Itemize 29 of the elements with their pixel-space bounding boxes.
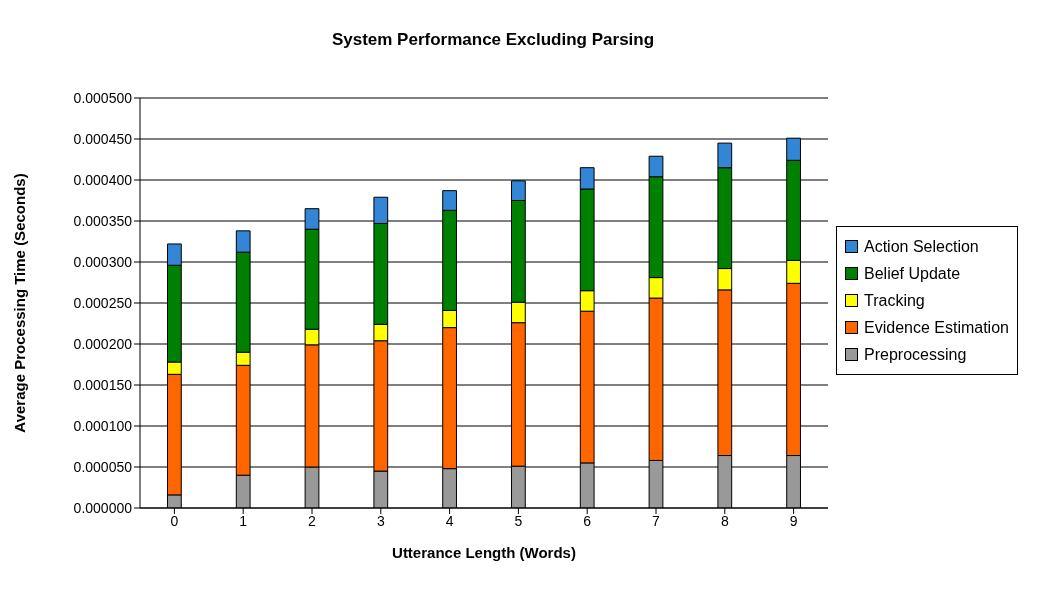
y-axis-title: Average Processing Time (Seconds) [11,173,29,433]
x-tick-label: 0 [170,512,179,529]
y-tick-label: 0.000400 [73,171,133,188]
legend-label: Evidence Estimation [864,318,1009,337]
y-tick-label: 0.000350 [73,212,133,229]
x-tick-label: 8 [720,512,729,529]
y-tick-label: 0.000150 [73,376,133,393]
legend-label: Tracking [864,291,925,310]
x-tick-label: 6 [583,512,592,529]
y-tick-label: 0.000500 [73,89,133,106]
x-tick-label: 4 [445,512,454,529]
x-tick-label: 7 [652,512,661,529]
x-tick-label: 5 [514,512,523,529]
y-tick-label: 0.000050 [73,458,133,475]
y-tick-label: 0.000250 [73,294,133,311]
chart-title: System Performance Excluding Parsing [330,30,656,50]
y-tick-label: 0.000000 [73,499,133,516]
y-tick-label: 0.000100 [73,417,133,434]
x-tick-label: 2 [308,512,317,529]
y-tick-label: 0.000300 [73,253,133,270]
legend-label: Belief Update [864,264,961,283]
y-tick-label: 0.000450 [73,130,133,147]
x-tick-label: 3 [376,512,385,529]
y-tick-label: 0.000200 [73,335,133,352]
x-axis-title: Utterance Length (Words) [392,544,576,561]
legend-label: Action Selection [864,237,979,256]
x-tick-label: 1 [239,512,248,529]
x-tick-label: 9 [789,512,798,529]
legend-label: Preprocessing [864,345,967,364]
